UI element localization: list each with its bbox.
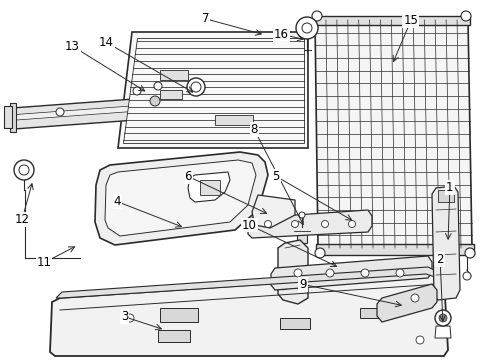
Polygon shape bbox=[185, 89, 196, 99]
Circle shape bbox=[434, 310, 450, 326]
Circle shape bbox=[302, 23, 311, 33]
Polygon shape bbox=[95, 152, 267, 245]
Polygon shape bbox=[187, 172, 229, 202]
Polygon shape bbox=[270, 256, 431, 290]
Circle shape bbox=[410, 294, 418, 302]
Bar bbox=[200, 180, 220, 195]
Text: 15: 15 bbox=[403, 14, 417, 27]
Circle shape bbox=[360, 269, 368, 277]
Text: 6: 6 bbox=[184, 170, 192, 183]
Circle shape bbox=[264, 220, 271, 228]
Circle shape bbox=[314, 248, 325, 258]
Polygon shape bbox=[10, 103, 16, 132]
Text: 1: 1 bbox=[445, 181, 453, 194]
Circle shape bbox=[150, 96, 160, 106]
Circle shape bbox=[19, 165, 29, 175]
Circle shape bbox=[14, 160, 34, 180]
Circle shape bbox=[311, 11, 321, 21]
Polygon shape bbox=[135, 83, 160, 94]
Bar bbox=[215, 115, 252, 125]
Polygon shape bbox=[434, 326, 450, 338]
Bar bbox=[437, 190, 453, 202]
Circle shape bbox=[321, 220, 328, 228]
Text: 13: 13 bbox=[65, 40, 80, 53]
Text: 10: 10 bbox=[242, 219, 256, 231]
Text: 4: 4 bbox=[113, 195, 121, 208]
Circle shape bbox=[56, 108, 64, 116]
Circle shape bbox=[186, 78, 204, 96]
Polygon shape bbox=[278, 240, 307, 304]
Polygon shape bbox=[315, 244, 473, 255]
Polygon shape bbox=[12, 102, 190, 120]
Text: 9: 9 bbox=[299, 278, 306, 291]
Polygon shape bbox=[296, 227, 306, 243]
Text: 11: 11 bbox=[37, 256, 51, 269]
Circle shape bbox=[291, 220, 298, 228]
Circle shape bbox=[298, 212, 305, 218]
Bar bbox=[160, 90, 182, 99]
Circle shape bbox=[325, 269, 333, 277]
Polygon shape bbox=[251, 195, 294, 228]
Text: 12: 12 bbox=[15, 213, 29, 226]
Text: 14: 14 bbox=[99, 36, 114, 49]
Circle shape bbox=[133, 87, 141, 95]
Circle shape bbox=[462, 272, 470, 280]
Polygon shape bbox=[247, 210, 371, 238]
Bar bbox=[160, 70, 187, 80]
Polygon shape bbox=[314, 20, 471, 248]
Polygon shape bbox=[12, 95, 190, 115]
Polygon shape bbox=[123, 38, 304, 143]
Circle shape bbox=[464, 248, 474, 258]
Circle shape bbox=[293, 269, 302, 277]
Polygon shape bbox=[118, 32, 307, 148]
Bar bbox=[160, 308, 198, 322]
Polygon shape bbox=[4, 106, 12, 128]
Bar bbox=[158, 330, 190, 342]
Text: 7: 7 bbox=[201, 12, 209, 25]
Circle shape bbox=[438, 314, 446, 322]
Text: 16: 16 bbox=[273, 28, 288, 41]
Polygon shape bbox=[185, 104, 196, 114]
Text: 5: 5 bbox=[272, 170, 280, 183]
Circle shape bbox=[295, 17, 317, 39]
Bar bbox=[359, 308, 389, 318]
Circle shape bbox=[460, 11, 470, 21]
Circle shape bbox=[191, 82, 201, 92]
Circle shape bbox=[415, 336, 423, 344]
Circle shape bbox=[126, 314, 134, 322]
Polygon shape bbox=[431, 186, 459, 300]
Polygon shape bbox=[376, 284, 436, 322]
Polygon shape bbox=[56, 267, 439, 298]
Polygon shape bbox=[105, 160, 256, 236]
Circle shape bbox=[154, 82, 162, 90]
Bar bbox=[280, 318, 309, 329]
Polygon shape bbox=[50, 272, 447, 356]
Circle shape bbox=[395, 269, 403, 277]
Text: 2: 2 bbox=[435, 253, 443, 266]
Polygon shape bbox=[312, 16, 469, 25]
Text: 8: 8 bbox=[250, 123, 258, 136]
Text: 3: 3 bbox=[121, 310, 128, 323]
Circle shape bbox=[348, 220, 355, 228]
Polygon shape bbox=[12, 107, 190, 129]
